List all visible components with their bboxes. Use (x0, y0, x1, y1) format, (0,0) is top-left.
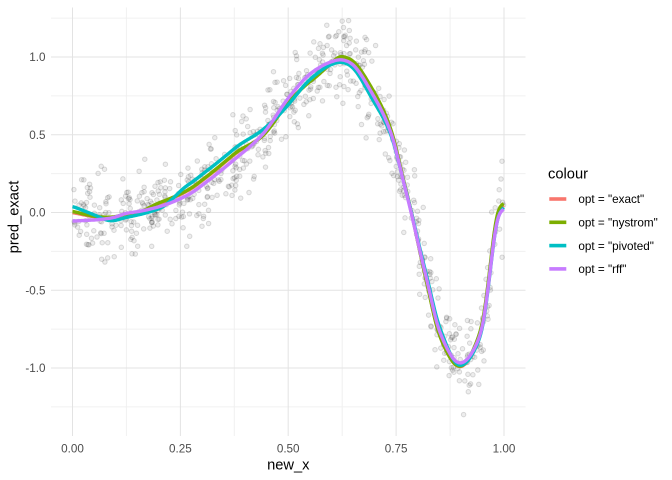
svg-text:opt = "nystrom": opt = "nystrom" (578, 217, 657, 230)
svg-text:opt = "rff": opt = "rff" (578, 263, 626, 276)
svg-text:-0.5: -0.5 (25, 284, 46, 297)
svg-text:0.00: 0.00 (61, 443, 84, 456)
svg-text:pred_exact: pred_exact (7, 181, 23, 254)
svg-text:0.0: 0.0 (29, 207, 46, 220)
svg-text:0.5: 0.5 (29, 129, 46, 142)
svg-text:0.50: 0.50 (277, 443, 300, 456)
svg-text:-1.0: -1.0 (25, 362, 46, 375)
svg-text:opt = "exact": opt = "exact" (578, 193, 644, 206)
svg-text:1.00: 1.00 (493, 443, 516, 456)
svg-text:1.0: 1.0 (29, 51, 46, 64)
svg-text:0.25: 0.25 (169, 443, 192, 456)
svg-text:0.75: 0.75 (385, 443, 408, 456)
svg-text:opt = "pivoted": opt = "pivoted" (578, 240, 654, 253)
svg-text:colour: colour (548, 167, 588, 183)
svg-text:new_x: new_x (267, 458, 310, 474)
